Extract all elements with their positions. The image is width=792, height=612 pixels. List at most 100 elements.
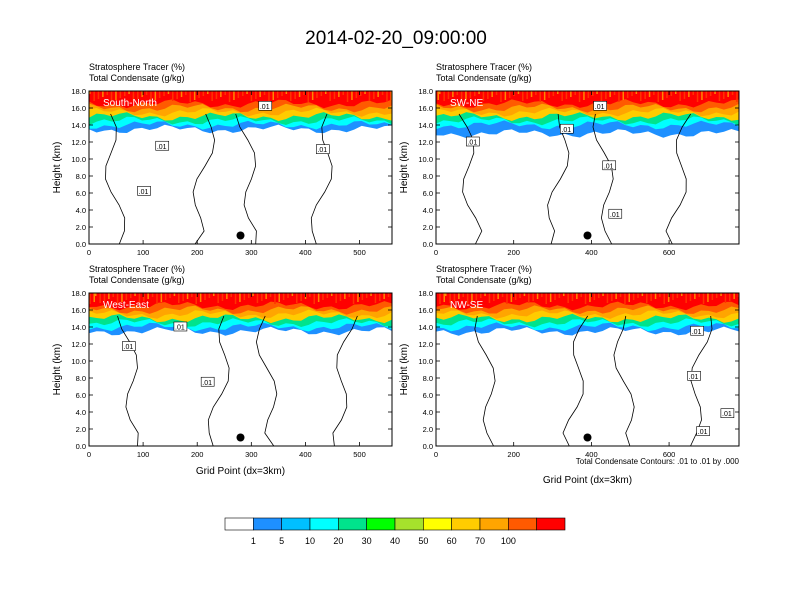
tracer-streak	[134, 293, 136, 296]
tracer-streak	[729, 293, 731, 301]
subtitle-tracer: Stratosphere Tracer (%)	[436, 264, 532, 274]
tracer-streak	[303, 91, 305, 95]
tracer-streak	[150, 91, 152, 102]
plot-area	[89, 91, 392, 244]
y-tick-label: 16.0	[71, 104, 86, 113]
tracer-streak	[368, 91, 371, 101]
tracer-streak	[596, 91, 598, 94]
y-tick-label: 10.0	[418, 357, 433, 366]
tracer-streak	[173, 293, 176, 296]
tracer-streak	[198, 91, 200, 98]
tracer-streak	[154, 91, 157, 100]
tracer-streak	[287, 293, 289, 298]
y-tick-label: 14.0	[418, 121, 433, 130]
tracer-streak	[701, 91, 703, 100]
tracer-streak	[357, 293, 359, 302]
tracer-streak	[694, 293, 696, 299]
tracer-streak	[233, 91, 235, 100]
tracer-streak	[176, 91, 178, 99]
y-tick-label: 0.0	[423, 240, 433, 249]
tracer-streak	[611, 293, 613, 301]
tracer-streak	[453, 293, 456, 301]
contour-label: .01	[175, 325, 185, 332]
condensate-contour	[255, 315, 278, 446]
tracer-streak	[151, 293, 154, 297]
contour-label: .01	[467, 140, 477, 147]
subtitle-condensate: Total Condensate (g/kg)	[436, 275, 532, 285]
colorbar-label: 10	[305, 536, 315, 546]
tracer-streak	[130, 293, 132, 298]
tracer-streak	[178, 293, 180, 303]
condensate-contour	[547, 113, 570, 244]
subtitle-tracer: Stratosphere Tracer (%)	[89, 62, 185, 72]
plot-area	[436, 91, 739, 244]
tracer-streak	[158, 91, 161, 98]
tracer-streak	[709, 91, 712, 96]
x-tick-label: 600	[663, 450, 676, 459]
contour-label: .01	[124, 344, 134, 351]
plot-frame	[435, 292, 740, 447]
y-tick-label: 10.0	[71, 357, 86, 366]
tracer-streak	[488, 293, 491, 303]
marker-dot	[236, 231, 245, 240]
tracer-streak	[443, 91, 445, 101]
tracer-streak	[365, 293, 368, 298]
y-tick-label: 12.0	[418, 340, 433, 349]
x-tick-label: 500	[353, 450, 366, 459]
tracer-streak	[688, 91, 690, 97]
tracer-streak	[108, 293, 110, 299]
tracer-streak	[519, 293, 521, 298]
contour-label-box	[602, 160, 617, 171]
tracer-streak	[164, 293, 167, 300]
tracer-streak	[549, 293, 552, 302]
tracer-streak	[705, 91, 708, 98]
tracer-streak	[93, 91, 95, 101]
tracer-streak	[541, 293, 543, 297]
y-axis-label: Height (km)	[399, 344, 410, 396]
tracer-streak	[132, 91, 135, 101]
tracer-streak	[561, 91, 563, 101]
tracer-streak	[199, 293, 202, 302]
contour-label-box	[559, 123, 574, 134]
contour-label-box	[122, 341, 136, 351]
tracer-streak	[731, 91, 734, 95]
contour-label-box	[137, 186, 151, 196]
tracer-streak	[317, 293, 320, 302]
colorbar-label: 100	[501, 536, 516, 546]
tracer-streak	[715, 293, 718, 298]
tracer-streak	[456, 91, 458, 95]
contour-label: .01	[139, 189, 149, 196]
tracer-streak	[632, 293, 635, 300]
tracer-streak	[252, 293, 254, 296]
tracer-streak	[213, 293, 215, 296]
x-tick-label: 300	[245, 450, 258, 459]
colorbar-label: 1	[251, 536, 256, 546]
tracer-streak	[637, 293, 639, 298]
tracer-streak	[508, 91, 511, 98]
tracer-streak	[309, 293, 311, 297]
tracer-streak	[110, 91, 113, 102]
tracer-streak	[666, 91, 668, 98]
contour-label: .01	[604, 163, 614, 170]
tracer-streak	[381, 91, 384, 95]
tracer-streak	[112, 293, 114, 297]
tracer-streak	[641, 293, 644, 296]
contour-label: .01	[561, 127, 571, 134]
tracer-streak	[386, 91, 388, 102]
tracer-streak	[683, 91, 686, 99]
tracer-streak	[576, 293, 578, 299]
tracer-streak	[487, 91, 489, 99]
y-tick-label: 2.0	[76, 425, 86, 434]
tracer-streak	[387, 293, 390, 297]
tracer-streak	[557, 91, 559, 94]
tracer-streak	[640, 91, 642, 101]
tracer-streak	[723, 91, 725, 99]
tracer-streak	[290, 91, 292, 101]
condensate-contour	[458, 113, 483, 244]
tracer-streak	[207, 91, 209, 94]
tracer-streak	[276, 91, 279, 98]
colorbar-label: 60	[447, 536, 457, 546]
colorbar-label: 40	[390, 536, 400, 546]
tracer-streak	[128, 91, 130, 94]
